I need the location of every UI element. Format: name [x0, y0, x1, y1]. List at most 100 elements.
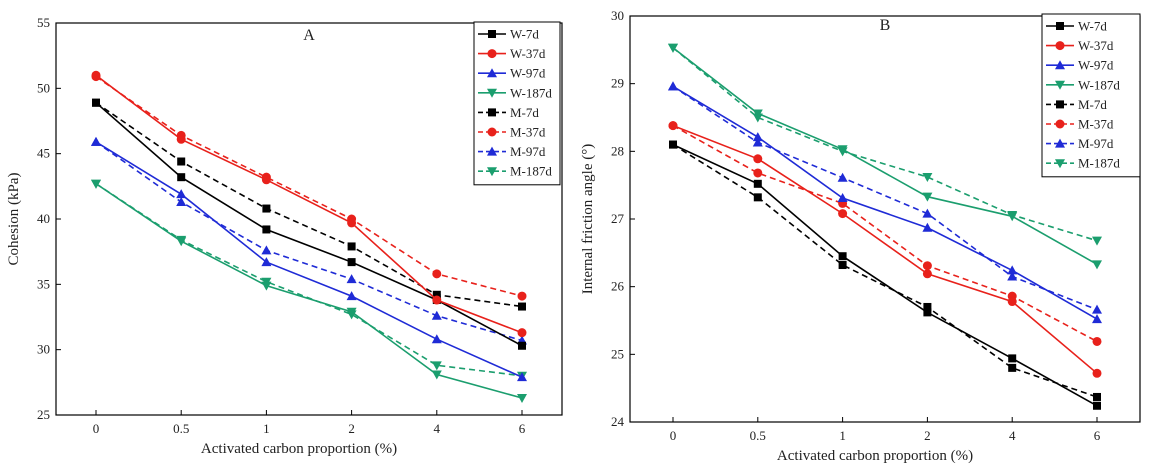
- series-line: [95, 75, 523, 297]
- y-axis-title: Internal friction angle (°): [580, 144, 596, 295]
- panel-label: B: [880, 17, 891, 34]
- y-tick-label: 28: [611, 143, 624, 158]
- legend-label: W-187d: [1078, 77, 1120, 92]
- data-point: [838, 252, 847, 261]
- y-tick-label: 26: [611, 279, 625, 294]
- x-tick-label: 0.5: [173, 421, 189, 436]
- y-tick-label: 55: [37, 15, 50, 30]
- data-point: [1092, 304, 1102, 314]
- data-point: [431, 361, 442, 371]
- data-point: [1093, 401, 1101, 410]
- legend-swatch-marker: [488, 30, 496, 38]
- y-tick-label: 45: [37, 146, 50, 161]
- y-tick-label: 27: [611, 211, 625, 226]
- data-point: [753, 193, 762, 202]
- series-W-97d: [668, 81, 1102, 324]
- data-point: [91, 136, 101, 146]
- data-point: [1092, 336, 1102, 346]
- data-point: [1092, 260, 1102, 270]
- legend: W-7d W-37d W-97d W-187d M-7d M-37d M-97d M-187d: [1041, 13, 1141, 178]
- data-point: [669, 140, 677, 149]
- legend-label: W-37d: [1078, 38, 1114, 53]
- series-M-7d: [669, 140, 1101, 401]
- data-point: [1007, 297, 1017, 307]
- legend-swatch-marker: [1055, 119, 1065, 129]
- data-point: [837, 172, 848, 182]
- legend-swatch-marker: [487, 167, 497, 177]
- x-tick-label: 0.5: [750, 428, 766, 443]
- data-point: [176, 237, 187, 247]
- data-point: [347, 242, 356, 251]
- series-W-187d: [91, 179, 527, 404]
- data-point: [91, 179, 101, 189]
- y-axis-title: Cohesion (kPa): [6, 173, 22, 266]
- data-point: [261, 257, 272, 267]
- data-point: [838, 261, 847, 270]
- data-point: [347, 218, 357, 228]
- data-point: [1008, 354, 1017, 363]
- series-W-187d: [668, 43, 1102, 270]
- data-point: [752, 137, 763, 147]
- data-point: [922, 192, 933, 202]
- series-M-37d: [91, 72, 527, 301]
- data-point: [838, 209, 848, 219]
- data-point: [753, 168, 763, 178]
- data-point: [261, 175, 271, 185]
- data-point: [837, 193, 848, 203]
- x-tick-label: 4: [1009, 428, 1016, 443]
- data-point: [432, 290, 441, 299]
- series-line: [672, 47, 1098, 242]
- data-point: [262, 225, 271, 234]
- data-point: [1093, 392, 1101, 401]
- legend-swatch-marker: [1055, 80, 1065, 90]
- x-tick-label: 1: [839, 428, 846, 443]
- series-line: [672, 47, 1098, 265]
- data-point: [517, 328, 527, 338]
- x-tick-label: 4: [434, 421, 441, 436]
- y-tick-label: 30: [611, 8, 624, 23]
- legend-label: M-97d: [510, 144, 546, 159]
- legend-label: W-97d: [510, 66, 546, 81]
- legend: W-7d W-37d W-97d W-187d M-7d M-37d M-97d M-187d: [473, 21, 561, 186]
- series-line: [672, 124, 1098, 343]
- data-point: [432, 269, 442, 279]
- data-point: [346, 307, 357, 317]
- data-point: [431, 334, 442, 344]
- series-line: [95, 141, 523, 378]
- data-point: [517, 372, 527, 382]
- y-tick-label: 25: [611, 346, 624, 361]
- x-tick-label: 2: [924, 428, 931, 443]
- data-point: [91, 70, 101, 80]
- panel-label: A: [303, 27, 315, 44]
- data-point: [92, 98, 100, 107]
- data-point: [923, 302, 932, 311]
- series-line: [95, 102, 523, 308]
- data-point: [517, 291, 527, 301]
- data-point: [518, 302, 526, 311]
- data-point: [1008, 363, 1017, 372]
- chart-panel-a: 25 30 35 40 45 50 55 0 0.5 1 2 4 6 Activated carbon p…: [6, 15, 563, 457]
- data-point: [752, 132, 763, 142]
- data-point: [1007, 212, 1018, 222]
- x-tick-label: 0: [670, 428, 677, 443]
- series-M-97d: [668, 81, 1102, 314]
- data-point: [923, 308, 932, 317]
- legend-swatch-marker: [1056, 100, 1064, 109]
- legend-swatch-marker: [1056, 22, 1064, 30]
- data-point: [518, 341, 526, 350]
- data-point: [1092, 368, 1102, 378]
- x-tick-label: 6: [1094, 428, 1101, 443]
- legend-label: M-7d: [510, 105, 539, 120]
- legend-label: W-7d: [510, 27, 539, 42]
- data-point: [1092, 314, 1102, 324]
- series-W-37d: [668, 121, 1102, 378]
- legend-label: M-187d: [1078, 156, 1120, 171]
- data-point: [517, 394, 527, 404]
- data-point: [176, 134, 186, 144]
- series-W-97d: [91, 136, 527, 382]
- legend-swatch-marker: [487, 49, 497, 59]
- data-point: [1092, 236, 1102, 246]
- data-point: [1007, 265, 1018, 275]
